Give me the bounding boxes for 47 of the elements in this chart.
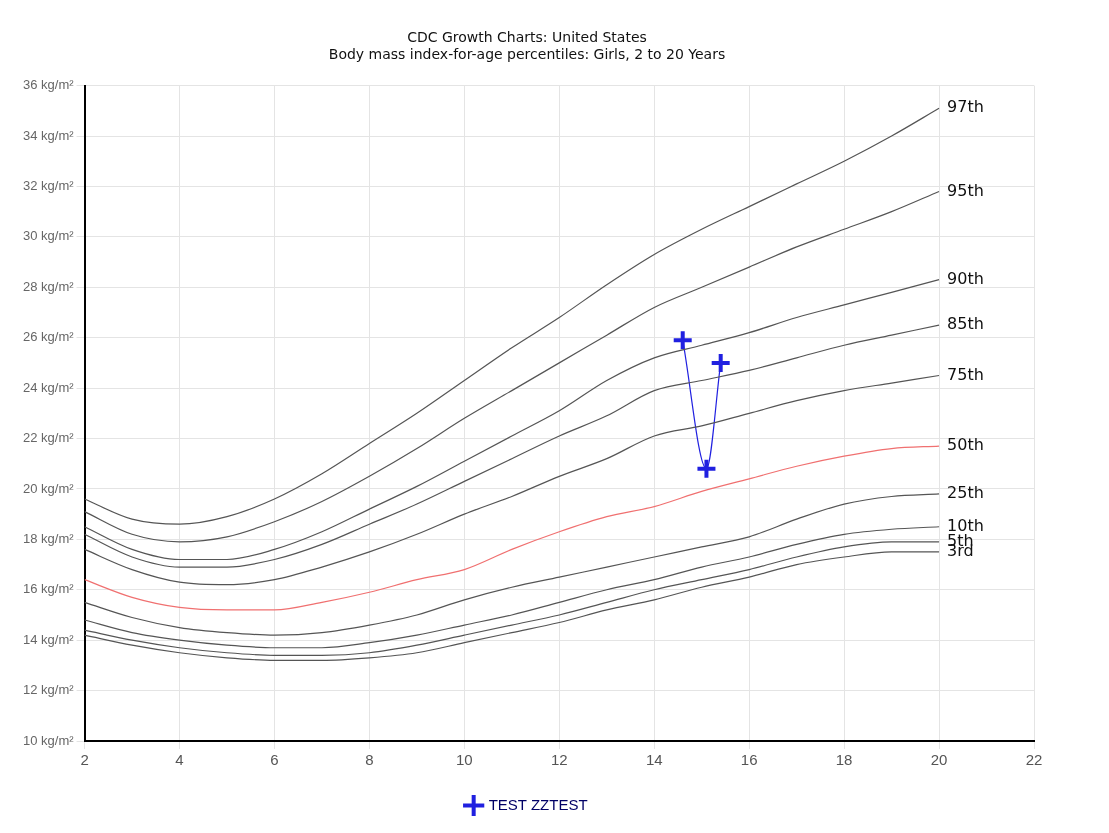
x-tick-label: 10 (456, 751, 473, 769)
line-series (84, 190, 940, 543)
line-series (84, 324, 940, 568)
chart-subtitle: Body mass index-for-age percentiles: Girls, 2 to 20 Years (328, 45, 726, 62)
x-tick-label: 8 (365, 751, 374, 769)
y-tick-label: 30 kg/m² (22, 228, 75, 244)
series-label: 50th (947, 435, 984, 455)
x-tick-label: 14 (645, 751, 663, 769)
y-tick-label: 24 kg/m² (22, 379, 75, 395)
y-tick-label: 26 kg/m² (22, 329, 75, 345)
chart-title: CDC Growth Charts: United States (407, 29, 647, 46)
y-tick-label: 16 kg/m² (22, 581, 75, 597)
legend-label: TEST ZZTEST (488, 795, 588, 813)
line-series (84, 107, 940, 525)
x-tick-label: 22 (1025, 751, 1043, 769)
line-series (84, 279, 940, 561)
x-tick-label: 18 (835, 751, 853, 769)
point (709, 351, 732, 374)
x-tick-label: 2 (80, 751, 89, 769)
y-tick-label: 14 kg/m² (22, 631, 75, 647)
line-series (84, 374, 940, 586)
x-tick-label: 12 (550, 751, 568, 769)
x-tick-label: 4 (175, 751, 184, 769)
x-tick-label: 20 (930, 751, 948, 769)
series-label: 90th (947, 268, 984, 288)
point (671, 329, 694, 352)
x-tick-label: 6 (270, 751, 279, 769)
line-series (84, 493, 940, 636)
point (695, 457, 718, 480)
line-series (84, 445, 940, 611)
y-tick-label: 28 kg/m² (22, 278, 75, 294)
x-tick-label: 16 (740, 751, 758, 769)
series-label: 75th (947, 364, 984, 384)
y-tick-label: 22 kg/m² (22, 430, 75, 446)
line-series (84, 526, 940, 649)
y-tick-label: 34 kg/m² (22, 127, 75, 143)
y-tick-label: 36 kg/m² (22, 77, 75, 93)
y-tick-label: 10 kg/m² (22, 732, 75, 748)
series-label: 95th (947, 180, 984, 200)
y-tick-label: 12 kg/m² (22, 682, 75, 698)
series-label: 10th (947, 515, 984, 535)
series-label: 97th (947, 97, 984, 117)
y-tick-label: 18 kg/m² (22, 530, 75, 546)
series-label: 85th (947, 314, 984, 334)
y-tick-label: 20 kg/m² (22, 480, 75, 496)
series-label: 25th (947, 483, 984, 503)
y-tick-label: 32 kg/m² (22, 178, 75, 194)
